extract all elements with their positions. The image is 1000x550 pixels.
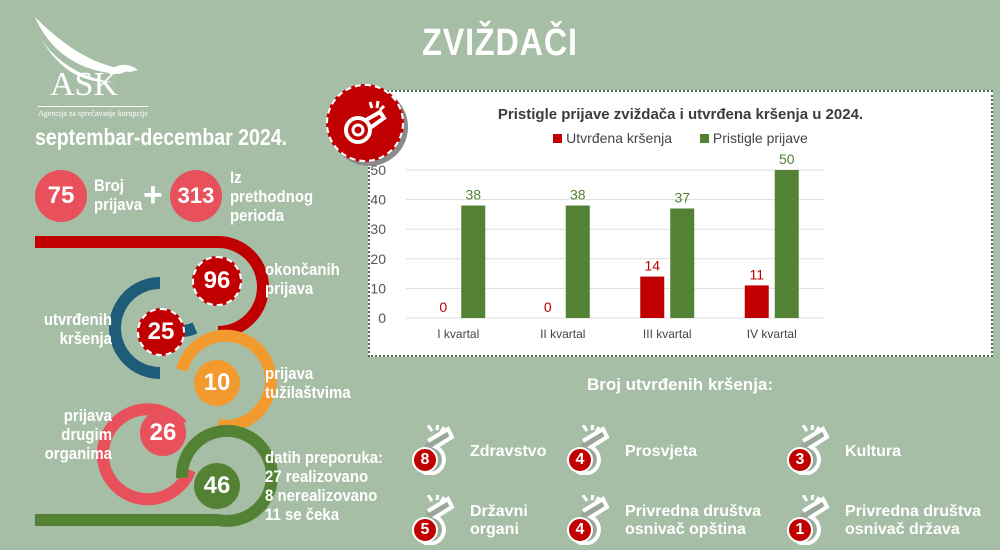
violation-item: 4 Privredna društva osnivač opština xyxy=(563,492,761,550)
violation-item: 5 Državni organi xyxy=(408,492,528,550)
x-tick-label: I kvartal xyxy=(437,327,479,341)
flow-label-other-bodies: prijava drugim organima xyxy=(44,406,112,463)
plus-sign: + xyxy=(143,176,163,214)
violation-label: Kultura xyxy=(845,443,901,460)
eagle-wing-icon xyxy=(35,17,138,83)
flow-value-25: 25 xyxy=(137,308,185,356)
y-tick-label: 50 xyxy=(370,162,386,178)
violation-count: 4 xyxy=(567,447,593,473)
bar xyxy=(461,205,486,318)
violation-count: 5 xyxy=(412,517,438,543)
y-tick-label: 40 xyxy=(370,192,386,208)
bar xyxy=(640,276,665,318)
flow-label-prosecutors: prijava tužilaštvima xyxy=(265,364,351,402)
previous-label: Iz prethodnog perioda xyxy=(230,168,314,225)
legend-item-reports: Pristigle prijave xyxy=(699,130,808,146)
bar xyxy=(774,170,799,318)
flow-label-closed: okončanih prijava xyxy=(265,260,340,298)
logo-text: ASK xyxy=(50,66,119,103)
data-label: 0 xyxy=(544,299,552,315)
y-tick-label: 0 xyxy=(378,310,386,326)
data-label: 11 xyxy=(749,266,764,282)
flow-value-46: 46 xyxy=(194,463,240,509)
violation-count: 3 xyxy=(787,447,813,473)
violation-item: 1 Privredna društva osnivač država xyxy=(783,492,981,550)
data-label: 0 xyxy=(439,299,447,315)
flow-value-26: 26 xyxy=(140,410,186,456)
bar xyxy=(744,285,769,318)
chart-legend: Utvrđena kršenja Pristigle prijave xyxy=(370,130,991,146)
data-label: 37 xyxy=(674,189,690,205)
violation-label: Prosvjeta xyxy=(625,443,698,460)
recommendations-unrealized: 8 nerealizovano xyxy=(265,486,378,505)
chart-title: Pristigle prijave zviždača i utvrđena kr… xyxy=(497,106,864,123)
y-tick-label: 20 xyxy=(370,251,386,267)
bar xyxy=(670,208,695,318)
flow-value-96: 96 xyxy=(192,256,242,306)
x-tick-label: IV kvartal xyxy=(747,327,797,341)
violations-title: Broj utvrđenih kršenja: xyxy=(586,375,774,394)
violation-label: Privredna društva osnivač država xyxy=(845,503,982,538)
violation-item: 3 Kultura xyxy=(783,422,901,480)
bar xyxy=(565,205,590,318)
flow-ribbon xyxy=(35,236,278,527)
y-tick-label: 10 xyxy=(370,280,386,296)
violation-count: 8 xyxy=(412,447,438,473)
reports-label: Broj prijava xyxy=(94,176,143,214)
violation-count: 4 xyxy=(567,517,593,543)
y-tick-label: 30 xyxy=(370,221,386,237)
recommendations-title: datih preporuka: xyxy=(265,448,384,467)
x-tick-label: II kvartal xyxy=(540,327,585,341)
flow-value-10: 10 xyxy=(194,360,240,406)
recommendations-realized: 27 realizovano xyxy=(265,467,369,486)
legend-item-violations: Utvrđena kršenja xyxy=(553,130,672,146)
recommendations-pending: 11 se čeka xyxy=(265,505,340,524)
data-label: 38 xyxy=(465,187,481,203)
reports-count: 75 xyxy=(35,170,87,222)
data-label: 38 xyxy=(570,187,586,203)
ask-logo: ASK Agencija za sprečavanje korupcije xyxy=(30,12,160,122)
bar-chart: 0 10 20 30 40 50 I kvartal 0 38 II kvartal 0 38 III … xyxy=(370,151,824,341)
violation-count: 1 xyxy=(787,517,813,543)
x-tick-label: III kvartal xyxy=(643,327,692,341)
page-title: ZVIŽDAČI xyxy=(422,22,578,64)
previous-count: 313 xyxy=(170,170,222,222)
flow-label-recommendations: datih preporuka: 27 realizovano 8 nereal… xyxy=(265,448,406,524)
violation-label: Državni organi xyxy=(470,503,528,538)
violation-item: 4 Prosvjeta xyxy=(563,422,697,480)
period: septembar-decembar 2024. xyxy=(35,124,288,150)
violation-label: Privredna društva osnivač opština xyxy=(625,503,762,538)
flow-label-violations: utvrđenih kršenja xyxy=(43,310,113,348)
data-label: 50 xyxy=(779,151,795,167)
violation-item: 8 Zdravstvo xyxy=(408,422,546,480)
violation-label: Zdravstvo xyxy=(470,443,547,460)
logo-subtitle: Agencija za sprečavanje korupcije xyxy=(38,106,148,118)
data-label: 14 xyxy=(644,258,660,274)
chart-panel: Pristigle prijave zviždača i utvrđena kr… xyxy=(368,90,993,357)
whistle-badge-icon xyxy=(326,84,404,162)
